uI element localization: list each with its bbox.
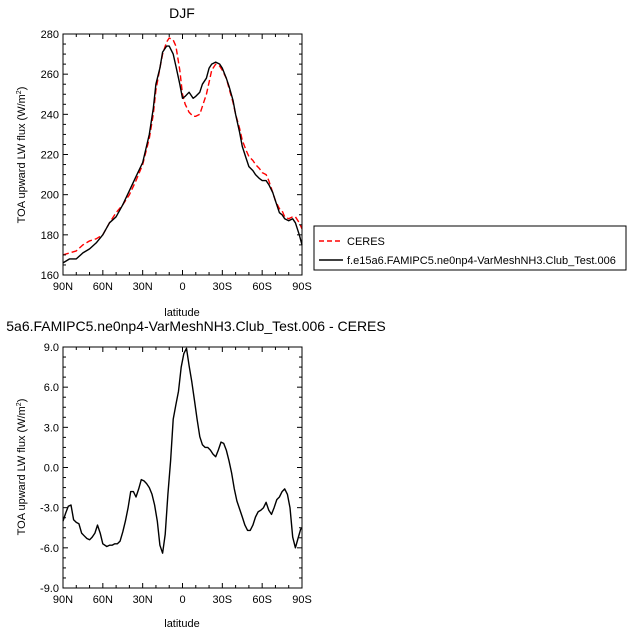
top-x-tick-label: 90N (53, 281, 73, 293)
bottom-y-axis-label: TOA upward LW flux (W/m2) (16, 399, 28, 536)
bottom-y-tick-label: 9.0 (44, 342, 59, 354)
top-x-axis-label: latitude (164, 307, 199, 319)
top-y-tick-label: 220 (41, 150, 59, 162)
top-series-line-1 (62, 37, 303, 256)
top-y-tick-label: 160 (41, 270, 59, 282)
top-y-tick-label: 260 (41, 69, 59, 81)
bottom-series-line-1 (62, 347, 303, 554)
top-y-tick-label: 240 (41, 109, 59, 121)
top-y-tick-label: 200 (41, 190, 59, 202)
bottom-x-tick-label: 90S (292, 594, 312, 606)
bottom-y-tick-label: -3.0 (40, 503, 59, 515)
top-x-tick-label: 90S (292, 281, 312, 293)
top-y-tick-label: 280 (41, 29, 59, 41)
top-chart-title: DJF (169, 5, 195, 21)
bottom-chart-title: 5a6.FAMIPC5.ne0np4-VarMeshNH3.Club_Test.… (6, 318, 385, 334)
legend: CERES f.e15a6.FAMIPC5.ne0np4-VarMeshNH3.… (313, 225, 627, 271)
bottom-plot-frame (62, 346, 303, 589)
bottom-y-tick-label: -9.0 (40, 583, 59, 595)
legend-box (313, 225, 627, 271)
top-series-line-2 (62, 45, 303, 264)
top-x-tick-label: 30N (133, 281, 153, 293)
bottom-x-tick-label: 60N (93, 594, 113, 606)
bottom-y-tick-label: 6.0 (44, 382, 59, 394)
bottom-x-axis-label: latitude (164, 618, 199, 630)
bottom-x-tick-label: 0 (179, 594, 185, 606)
bottom-x-tick-label: 60S (252, 594, 272, 606)
bottom-x-tick-label: 30S (213, 594, 233, 606)
top-y-axis-label: TOA upward LW flux (W/m2) (16, 87, 28, 224)
bottom-panel: 5a6.FAMIPC5.ne0np4-VarMeshNH3.Club_Test.… (6, 318, 385, 630)
top-x-tick-label: 0 (179, 281, 185, 293)
legend-entry-ceres: CERES (347, 236, 385, 248)
top-x-tick-label: 60N (93, 281, 113, 293)
top-x-tick-label: 60S (252, 281, 272, 293)
bottom-x-tick-label: 90N (53, 594, 73, 606)
bottom-y-tick-label: 0.0 (44, 463, 59, 475)
top-panel: DJF 90N 60N 30N 0 30S 60S 90S 160 180 200 220 240 26… (16, 5, 312, 319)
legend-entry-model: f.e15a6.FAMIPC5.ne0np4-VarMeshNH3.Club_T… (347, 255, 616, 267)
bottom-y-tick-label: 3.0 (44, 422, 59, 434)
top-y-tick-label: 180 (41, 230, 59, 242)
bottom-y-tick-label: -6.0 (40, 543, 59, 555)
bottom-x-tick-label: 30N (133, 594, 153, 606)
top-x-tick-label: 30S (213, 281, 233, 293)
